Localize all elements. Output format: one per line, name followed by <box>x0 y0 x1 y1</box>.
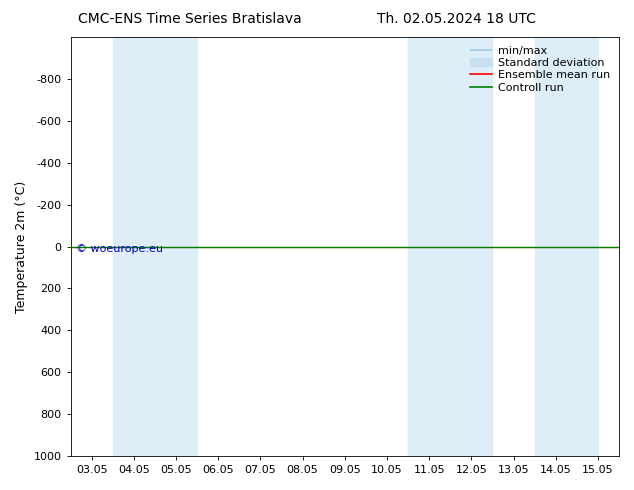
Bar <box>113 37 197 456</box>
Bar <box>534 37 598 456</box>
Bar <box>408 37 493 456</box>
Legend: min/max, Standard deviation, Ensemble mean run, Controll run: min/max, Standard deviation, Ensemble me… <box>467 43 614 96</box>
Text: CMC-ENS Time Series Bratislava: CMC-ENS Time Series Bratislava <box>79 12 302 26</box>
Text: Th. 02.05.2024 18 UTC: Th. 02.05.2024 18 UTC <box>377 12 536 26</box>
Y-axis label: Temperature 2m (°C): Temperature 2m (°C) <box>15 180 28 313</box>
Text: © woeurope.eu: © woeurope.eu <box>76 245 163 254</box>
